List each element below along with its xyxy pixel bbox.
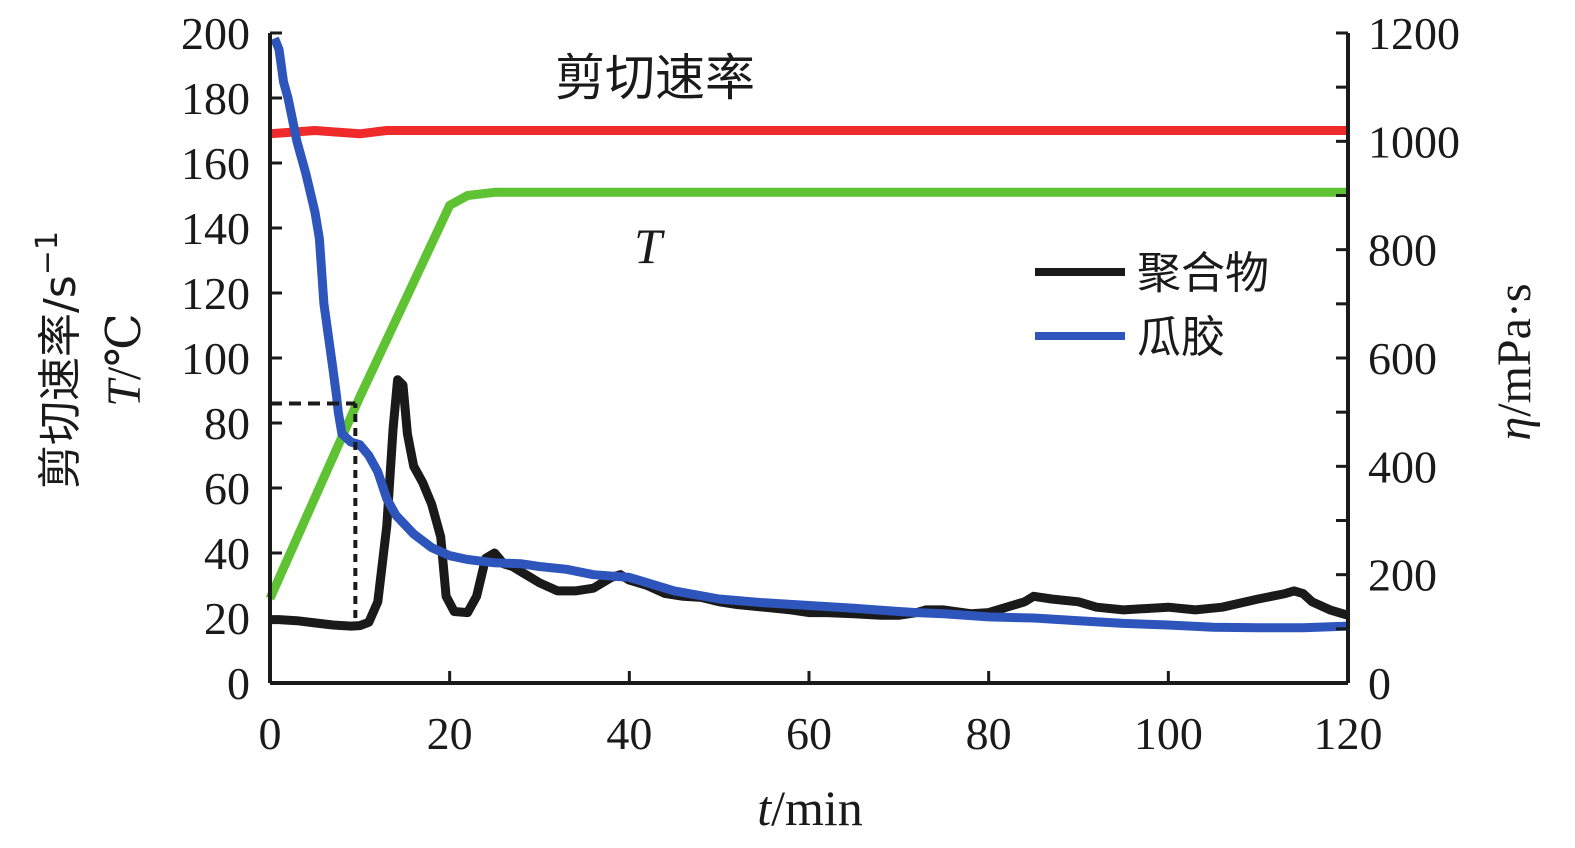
y-left-tick-label: 180 bbox=[181, 73, 250, 124]
y-right-label: η/mPa·s bbox=[1488, 283, 1541, 440]
y-right-label-unit: /mPa·s bbox=[1488, 283, 1541, 416]
y-left-label-line2-var: T bbox=[98, 377, 151, 407]
y-left-tick-label: 160 bbox=[181, 138, 250, 189]
y-left-tick-label: 0 bbox=[227, 658, 250, 709]
y-left-tick-label: 140 bbox=[181, 203, 250, 254]
x-axis-label: t/min bbox=[757, 780, 863, 836]
series-line-1 bbox=[265, 187, 1348, 601]
y-right-label-var: η bbox=[1488, 417, 1541, 441]
x-tick-label: 20 bbox=[427, 708, 473, 759]
data-lines bbox=[265, 36, 1350, 633]
y-left-label-line1-sup: −1 bbox=[30, 231, 65, 275]
x-tick-label: 120 bbox=[1314, 708, 1383, 759]
y-right-tick-label: 800 bbox=[1368, 225, 1437, 276]
axes bbox=[268, 31, 1350, 685]
x-tick-label: 0 bbox=[259, 708, 282, 759]
x-axis-label-unit: /min bbox=[771, 780, 863, 836]
x-tick-label: 80 bbox=[966, 708, 1012, 759]
y-left-label-line2-unit: /℃ bbox=[98, 313, 151, 380]
annotation-temperature: T bbox=[634, 218, 665, 274]
reference-lines bbox=[270, 401, 358, 618]
y-right-tick-label: 600 bbox=[1368, 333, 1437, 384]
legend: 聚合物 瓜胶 bbox=[1035, 248, 1269, 363]
legend-item-guar: 瓜胶 bbox=[1035, 312, 1225, 363]
x-tick-label: 100 bbox=[1134, 708, 1203, 759]
y-left-tick-label: 80 bbox=[204, 398, 250, 449]
y-left-tick-label: 20 bbox=[204, 593, 250, 644]
y-right-tick-label: 1200 bbox=[1368, 8, 1460, 59]
series-line-3 bbox=[270, 36, 1349, 633]
series-line-0 bbox=[269, 126, 1348, 139]
legend-label-guar: 瓜胶 bbox=[1137, 312, 1225, 363]
y-right-axis-label: η/mPa·s bbox=[1488, 283, 1541, 440]
y-left-tick-label: 200 bbox=[181, 8, 250, 59]
x-tick-label: 60 bbox=[786, 708, 832, 759]
annotation-shear-rate: 剪切速率 bbox=[555, 49, 755, 107]
x-axis-label-var: t bbox=[757, 780, 772, 836]
y-right-tick-label: 200 bbox=[1368, 550, 1437, 601]
legend-item-polymer: 聚合物 bbox=[1035, 248, 1269, 299]
y-left-axis-label: 剪切速率/s−1 T/℃ bbox=[30, 231, 151, 489]
y-right-tick-label: 1000 bbox=[1368, 116, 1460, 167]
y-left-label-line1-text: 剪切速率/s bbox=[35, 275, 86, 489]
x-tick-label: 40 bbox=[606, 708, 652, 759]
series-line-2 bbox=[270, 375, 1350, 631]
y-left-label-line1: 剪切速率/s−1 bbox=[30, 231, 86, 489]
y-left-tick-label: 100 bbox=[181, 333, 250, 384]
y-right-tick-label: 0 bbox=[1368, 658, 1391, 709]
y-left-tick-label: 120 bbox=[181, 268, 250, 319]
y-left-tick-label: 40 bbox=[204, 528, 250, 579]
y-right-tick-label: 400 bbox=[1368, 441, 1437, 492]
legend-label-polymer: 聚合物 bbox=[1137, 248, 1269, 299]
y-left-tick-label: 60 bbox=[204, 463, 250, 514]
tick-labels: 0 20 40 60 80 100 1200204060801001201401601802… bbox=[181, 8, 1460, 759]
y-left-label-line2: T/℃ bbox=[98, 313, 151, 407]
